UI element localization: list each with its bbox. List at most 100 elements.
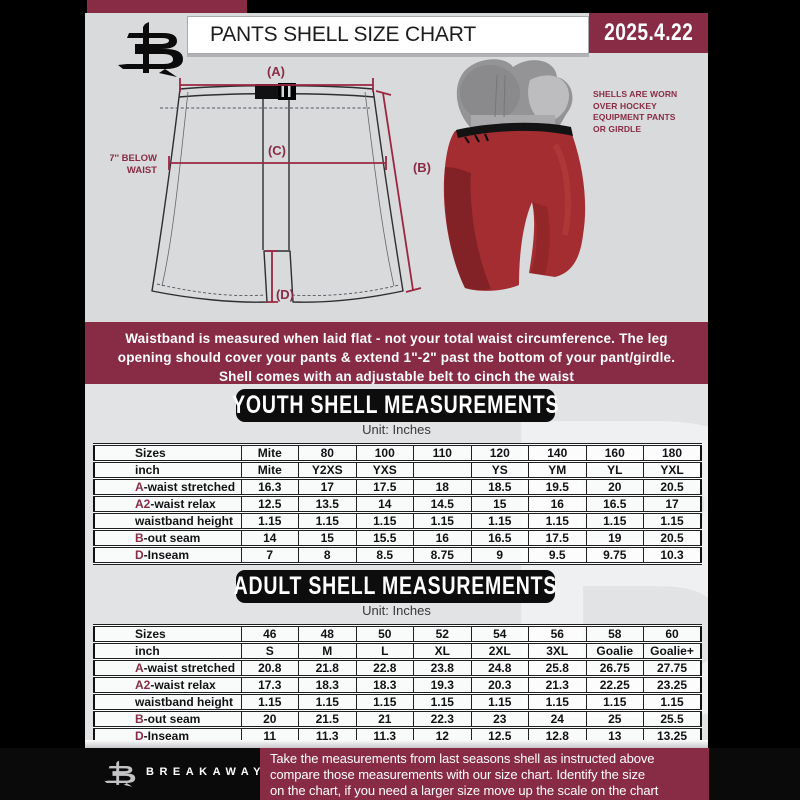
value-cell: 80 bbox=[298, 443, 357, 463]
table-row: B-out seam 20 21.5 21 22.3 23 24 25 25.5 bbox=[93, 709, 702, 729]
table-row: A-waist stretched 16.3 17 17.5 18 18.5 19.5 20 2… bbox=[93, 477, 702, 497]
table-row: inch S M L XL 2XL 3XL Goalie Goalie+ bbox=[93, 641, 702, 661]
footer-instructions: Take the measurements from last seasons … bbox=[260, 748, 709, 800]
value-cell: M bbox=[298, 641, 357, 661]
measure-b-label: (B) bbox=[413, 160, 431, 175]
value-cell: Y2XS bbox=[298, 460, 357, 480]
row-label-prefix: A bbox=[135, 480, 144, 494]
value-cell: 16.5 bbox=[585, 494, 644, 514]
value-cell: 19.3 bbox=[413, 675, 472, 695]
value-cell: 23 bbox=[470, 709, 529, 729]
row-label: A-waist stretched bbox=[93, 477, 242, 497]
value-cell: YS bbox=[470, 460, 529, 480]
row-label: D-Inseam bbox=[93, 545, 242, 565]
value-cell: 9 bbox=[470, 545, 529, 565]
value-cell: YXS bbox=[355, 460, 414, 480]
value-cell: 20 bbox=[240, 709, 299, 729]
breakaway-footer-monogram-icon bbox=[104, 760, 136, 787]
adult-unit-label: Unit: Inches bbox=[362, 603, 431, 618]
table-row: A2-waist relax 17.3 18.3 18.3 19.3 20.3 21.3 22… bbox=[93, 675, 702, 695]
value-cell: 2XL bbox=[470, 641, 529, 661]
row-label-prefix: B bbox=[135, 712, 144, 726]
value-cell: 9.5 bbox=[528, 545, 587, 565]
value-cell: 9.75 bbox=[585, 545, 644, 565]
value-cell: 18.5 bbox=[470, 477, 529, 497]
value-cell bbox=[413, 460, 472, 480]
row-label-prefix: A2 bbox=[135, 497, 151, 511]
value-cell: 110 bbox=[413, 443, 472, 463]
value-cell: 22.8 bbox=[355, 658, 414, 678]
youth-unit-label: Unit: Inches bbox=[362, 422, 431, 437]
value-cell: 20.8 bbox=[240, 658, 299, 678]
value-cell: 1.15 bbox=[528, 692, 587, 712]
table-row: A-waist stretched 20.8 21.8 22.8 23.8 24.8 25.… bbox=[93, 658, 702, 678]
youth-section-header: YOUTH SHELL MEASUREMENTS bbox=[232, 389, 558, 422]
row-label-prefix: A bbox=[135, 661, 144, 675]
value-cell: 16.3 bbox=[240, 477, 299, 497]
adult-section-header: ADULT SHELL MEASUREMENTS bbox=[234, 570, 556, 603]
table-row: Sizes Mite 80 100 110 120 140 160 180 bbox=[93, 443, 702, 463]
value-cell: 14.5 bbox=[413, 494, 472, 514]
waistband-info-banner: Waistband is measured when laid flat - n… bbox=[85, 322, 708, 384]
below-waist-note-line1: 7'' BELOW bbox=[110, 153, 157, 164]
value-cell: 3XL bbox=[528, 641, 587, 661]
row-label: A2-waist relax bbox=[93, 494, 242, 514]
row-label-prefix: B bbox=[135, 531, 144, 545]
row-label-prefix: D bbox=[135, 548, 144, 562]
value-cell: 60 bbox=[643, 624, 702, 644]
belt-illustration bbox=[255, 84, 280, 99]
value-cell: 120 bbox=[470, 443, 529, 463]
shell-photo-illustration bbox=[443, 59, 586, 291]
value-cell: 17.5 bbox=[528, 528, 587, 548]
value-cell: 21.8 bbox=[298, 658, 357, 678]
value-cell: 160 bbox=[585, 443, 644, 463]
value-cell: 1.15 bbox=[643, 511, 702, 531]
value-cell: 21 bbox=[355, 709, 414, 729]
red-shell-illustration bbox=[443, 122, 586, 291]
value-cell: YL bbox=[585, 460, 644, 480]
date-box: 2025.4.22 bbox=[589, 13, 708, 53]
value-cell: 12.5 bbox=[240, 494, 299, 514]
row-label: Sizes bbox=[93, 443, 242, 463]
value-cell: 1.15 bbox=[355, 511, 414, 531]
value-cell: 52 bbox=[413, 624, 472, 644]
value-cell: 1.15 bbox=[298, 511, 357, 531]
row-label: Sizes bbox=[93, 624, 242, 644]
measure-c-label: (C) bbox=[268, 143, 286, 158]
value-cell: S bbox=[240, 641, 299, 661]
value-cell: 20.5 bbox=[643, 528, 702, 548]
value-cell: L bbox=[355, 641, 414, 661]
youth-size-table: Sizes Mite 80 100 110 120 140 160 180 inch Mite Y2X… bbox=[93, 443, 702, 565]
value-cell: 1.15 bbox=[470, 692, 529, 712]
value-cell: 23.8 bbox=[413, 658, 472, 678]
value-cell: 1.15 bbox=[470, 511, 529, 531]
value-cell: 24.8 bbox=[470, 658, 529, 678]
value-cell: 1.15 bbox=[298, 692, 357, 712]
value-cell: 16 bbox=[413, 528, 472, 548]
table-row: inch Mite Y2XS YXS YS YM YL YXL bbox=[93, 460, 702, 480]
value-cell: 48 bbox=[298, 624, 357, 644]
below-waist-note-line2: WAIST bbox=[127, 165, 157, 176]
value-cell: 1.15 bbox=[585, 511, 644, 531]
value-cell: 21.5 bbox=[298, 709, 357, 729]
top-accent-strip bbox=[87, 0, 247, 13]
row-label: inch bbox=[93, 460, 242, 480]
row-label-prefix: D bbox=[135, 729, 144, 743]
value-cell: 19.5 bbox=[528, 477, 587, 497]
row-label: B-out seam bbox=[93, 528, 242, 548]
row-label: A-waist stretched bbox=[93, 658, 242, 678]
banner-line: Waistband is measured when laid flat - n… bbox=[125, 331, 668, 346]
table-row: B-out seam 14 15 15.5 16 16.5 17.5 19 20.5 bbox=[93, 528, 702, 548]
value-cell: 1.15 bbox=[413, 692, 472, 712]
breakaway-monogram-icon bbox=[118, 22, 183, 77]
value-cell: 22.3 bbox=[413, 709, 472, 729]
row-label-prefix: A2 bbox=[135, 678, 151, 692]
row-label: waistband height bbox=[93, 511, 242, 531]
value-cell: 25 bbox=[585, 709, 644, 729]
value-cell: 18.3 bbox=[298, 675, 357, 695]
value-cell: YXL bbox=[643, 460, 702, 480]
value-cell: 16.5 bbox=[470, 528, 529, 548]
shells-worn-note: SHELLS ARE WORN OVER HOCKEY EQUIPMENT PA… bbox=[593, 89, 678, 134]
value-cell: 22.25 bbox=[585, 675, 644, 695]
